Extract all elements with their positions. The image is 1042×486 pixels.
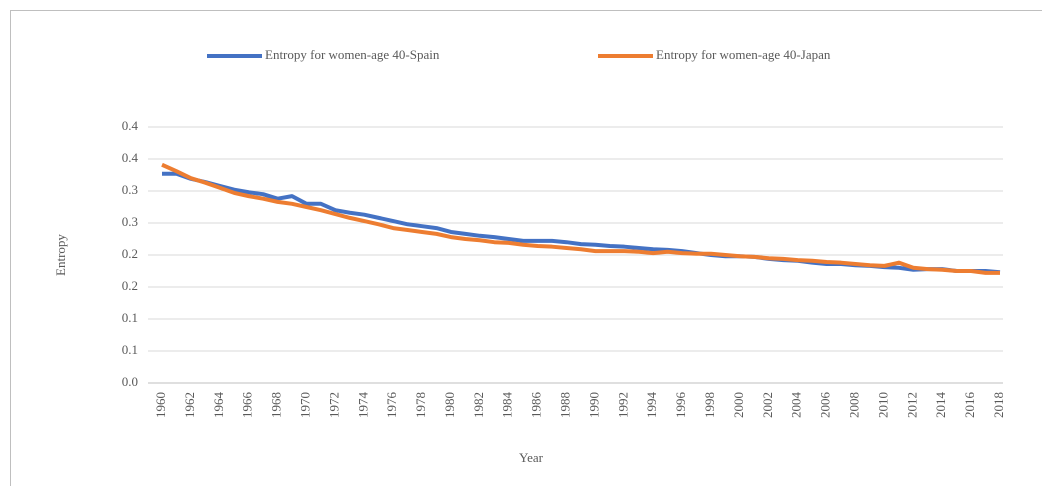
x-tick-label: 1968: [269, 392, 284, 418]
x-tick-label: 1960: [153, 392, 168, 418]
y-tick-label: 0.3: [122, 182, 138, 197]
x-tick-label: 2018: [991, 392, 1006, 418]
x-tick-label: 2016: [962, 392, 977, 419]
x-tick-label: 2000: [731, 392, 746, 418]
x-tick-label: 2004: [789, 392, 804, 419]
chart-border: [10, 10, 1042, 486]
x-tick-label: 1994: [644, 392, 659, 419]
x-tick-label: 2014: [933, 392, 948, 419]
y-tick-label: 0.2: [122, 278, 138, 293]
x-tick-label: 1998: [702, 392, 717, 418]
x-tick-label: 2012: [904, 392, 919, 418]
x-tick-label: 1986: [529, 392, 544, 419]
legend-label: Entropy for women-age 40-Spain: [265, 47, 440, 62]
x-tick-label: 1980: [442, 392, 457, 418]
y-tick-label: 0.1: [122, 342, 138, 357]
x-tick-label: 1974: [355, 392, 370, 419]
x-tick-label: 1992: [615, 392, 630, 418]
x-tick-label: 1976: [384, 392, 399, 419]
x-tick-label: 2010: [875, 392, 890, 418]
x-tick-label: 1962: [182, 392, 197, 418]
x-tick-label: 2006: [818, 392, 833, 419]
x-tick-label: 1966: [240, 392, 255, 419]
x-tick-label: 1982: [471, 392, 486, 418]
y-tick-label: 0.4: [122, 118, 139, 133]
x-tick-label: 1978: [413, 392, 428, 418]
x-tick-label: 1990: [586, 392, 601, 418]
x-tick-label: 1996: [673, 392, 688, 419]
x-tick-label: 1964: [211, 392, 226, 419]
y-tick-label: 0.1: [122, 310, 138, 325]
line-series: [161, 162, 1000, 275]
x-tick-label: 2002: [760, 392, 775, 418]
x-tick-label: 1984: [500, 392, 515, 419]
x-tick-label: 2008: [847, 392, 862, 418]
legend-label: Entropy for women-age 40-Japan: [656, 47, 831, 62]
y-axis-label: Entropy: [53, 234, 68, 276]
x-axis-label: Year: [519, 450, 544, 465]
x-tick-label: 1972: [326, 392, 341, 418]
y-tick-label: 0.3: [122, 214, 138, 229]
y-tick-label: 0.4: [122, 150, 139, 165]
y-tick-label: 0.0: [122, 374, 138, 389]
x-tick-label: 1988: [558, 392, 573, 418]
y-tick-label: 0.2: [122, 246, 138, 261]
x-tick-label: 1970: [297, 392, 312, 418]
